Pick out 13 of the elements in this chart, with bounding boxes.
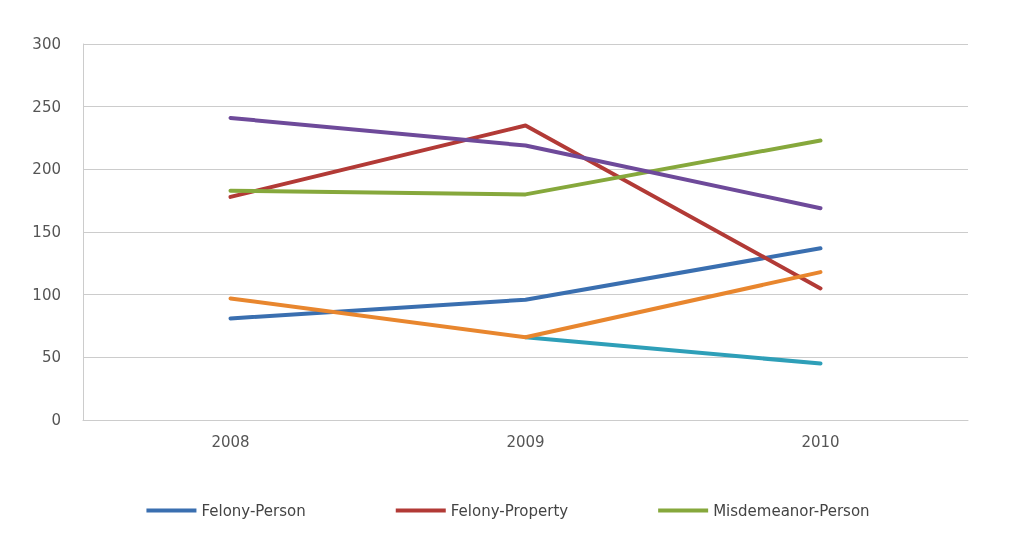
y-tick-label: 250 [32, 97, 61, 116]
x-tick-label: 2010 [801, 432, 840, 451]
legend-label: Felony-Property [450, 501, 569, 520]
x-tick-label: 2009 [506, 432, 545, 451]
y-tick-label: 0 [51, 411, 61, 429]
y-tick-label: 200 [32, 160, 61, 179]
y-tick-label: 300 [32, 35, 61, 53]
y-tick-label: 50 [41, 348, 61, 367]
legend-label: Misdemeanor-Person [713, 501, 870, 520]
y-tick-label: 100 [32, 285, 61, 304]
y-tick-label: 150 [32, 223, 61, 241]
legend-label: Felony-Person [201, 501, 306, 520]
x-tick-label: 2008 [211, 432, 250, 451]
